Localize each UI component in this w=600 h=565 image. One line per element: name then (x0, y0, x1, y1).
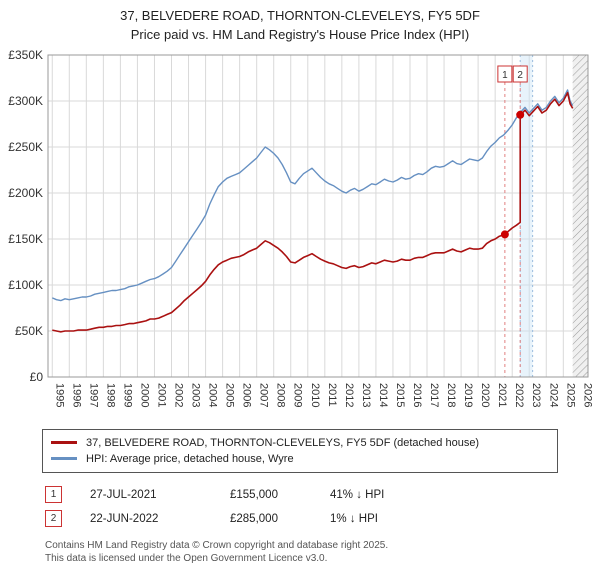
y-tick-label: £350K (8, 48, 43, 62)
sale-label-number: 1 (502, 70, 508, 81)
x-tick-label: 2015 (394, 383, 406, 407)
x-tick-label: 2003 (190, 383, 202, 407)
chart-title-line2: Price paid vs. HM Land Registry's House … (130, 26, 470, 42)
x-tick-label: 2024 (547, 383, 559, 407)
y-tick-label: £100K (8, 278, 43, 292)
x-tick-label: 2006 (241, 383, 253, 407)
x-tick-label: 2019 (462, 383, 474, 407)
price-chart: 1995 1996 1997 1998 1999 2000 2001 2002 2003 2004… (8, 48, 593, 407)
x-tick-label: 2007 (258, 383, 270, 407)
hpi-swatch (51, 457, 77, 461)
x-tick-label: 1995 (53, 383, 65, 407)
x-tick-label: 1997 (87, 383, 99, 407)
legend-item-price-paid: 37, BELVEDERE ROAD, THORNTON-CLEVELEYS, … (51, 435, 549, 451)
transaction-row: 1 27-JUL-2021 £155,000 41% ↓ HPI (0, 483, 600, 507)
x-tick-label: 2008 (275, 383, 287, 407)
x-tick-label: 2012 (343, 383, 355, 407)
plot-border (47, 54, 589, 378)
x-tick-label: 2018 (445, 383, 457, 407)
x-tick-label: 2010 (309, 383, 321, 407)
chart-area: 1995 1996 1997 1998 1999 2000 2001 2002 2003 2004… (0, 47, 600, 427)
sale-label-box (512, 65, 528, 83)
legend-label: 37, BELVEDERE ROAD, THORNTON-CLEVELEYS, … (86, 436, 480, 449)
legend-item-hpi: HPI: Average price, detached house, Wyre (51, 451, 549, 467)
x-tick-label: 2021 (496, 383, 508, 407)
x-tick-label: 2002 (173, 383, 185, 407)
sale-label-box (497, 65, 513, 83)
transaction-number-badge: 1 (45, 486, 62, 504)
x-tick-label: 2016 (411, 383, 423, 407)
y-tick-label: £300K (8, 94, 43, 108)
price-paid-line (52, 91, 574, 333)
x-tick-label: 1996 (70, 383, 82, 407)
y-tick-label: £150K (8, 232, 43, 246)
x-tick-label: 2011 (326, 383, 338, 407)
x-tick-label: 2009 (292, 383, 304, 407)
y-tick-label: £200K (8, 186, 43, 200)
x-tick-label: 2026 (581, 383, 593, 407)
y-tick-label: £0 (30, 370, 44, 384)
future-hatch-region (572, 54, 588, 377)
x-tick-label: 1998 (104, 383, 116, 407)
transaction-number-badge: 2 (45, 510, 62, 528)
x-tick-label: 2014 (377, 383, 389, 407)
x-tick-label: 1999 (121, 383, 133, 407)
transaction-date: 27-JUL-2021 (90, 488, 157, 501)
transaction-date: 22-JUN-2022 (90, 512, 159, 525)
y-tick-label: £50K (15, 324, 43, 338)
chart-legend: 37, BELVEDERE ROAD, THORNTON-CLEVELEYS, … (42, 428, 558, 473)
transaction-row: 2 22-JUN-2022 £285,000 1% ↓ HPI (0, 507, 600, 531)
x-tick-label: 2017 (428, 383, 440, 407)
transactions-table: 1 27-JUL-2021 £155,000 41% ↓ HPI 2 22-JU… (0, 483, 600, 531)
transaction-price: £155,000 (230, 488, 278, 501)
footer-line2: This data is licensed under the Open Gov… (45, 552, 328, 564)
transaction-price: £285,000 (230, 512, 278, 525)
copyright-footer: Contains HM Land Registry data © Crown c… (45, 539, 600, 565)
transaction-hpi-delta: 41% ↓ HPI (330, 488, 385, 501)
x-tick-label: 2020 (479, 383, 491, 407)
y-tick-label: £250K (8, 140, 43, 154)
x-tick-label: 2013 (360, 383, 372, 407)
sale-marker (500, 230, 509, 239)
transaction-hpi-delta: 1% ↓ HPI (330, 512, 378, 525)
x-tick-label: 2025 (564, 383, 576, 407)
x-tick-label: 2022 (513, 383, 525, 407)
sale-label-number: 2 (517, 70, 523, 81)
x-tick-label: 2004 (207, 383, 219, 407)
hpi-highlight-band (520, 54, 533, 377)
chart-title: 37, BELVEDERE ROAD, THORNTON-CLEVELEYS, … (0, 0, 600, 45)
price-paid-swatch (51, 441, 77, 445)
hpi-line (52, 88, 574, 301)
x-tick-label: 2005 (224, 383, 236, 407)
legend-label: HPI: Average price, detached house, Wyre (86, 452, 294, 465)
x-tick-label: 2001 (155, 383, 167, 407)
x-tick-label: 2000 (138, 383, 150, 407)
sale-marker (516, 110, 525, 119)
chart-title-line1: 37, BELVEDERE ROAD, THORNTON-CLEVELEYS, … (120, 8, 480, 23)
footer-line1: Contains HM Land Registry data © Crown c… (45, 539, 389, 551)
x-tick-label: 2023 (530, 383, 542, 407)
